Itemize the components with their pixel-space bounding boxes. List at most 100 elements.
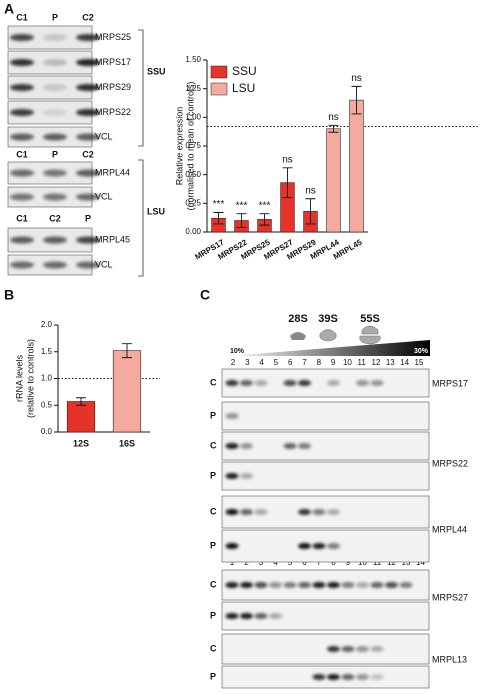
y-tick-label: 1.00 — [185, 112, 201, 121]
blot — [221, 461, 430, 491]
x-tick-label: 16S — [119, 438, 135, 448]
blot-band — [76, 84, 100, 91]
blot-band — [240, 613, 253, 619]
blot-band — [43, 109, 67, 116]
blot-band — [76, 109, 100, 116]
blot-band — [43, 169, 67, 177]
blot-band — [298, 509, 311, 515]
blot-band — [327, 380, 340, 386]
lane-label: C2 — [49, 213, 61, 223]
blot-band — [312, 582, 326, 588]
fraction-number: 6 — [288, 358, 293, 367]
fraction-type-label: P — [210, 671, 216, 681]
blot-band — [10, 193, 34, 201]
blot-band — [43, 193, 67, 201]
ribosome-icon — [319, 329, 337, 342]
group-label: LSU — [147, 206, 165, 216]
blot-label: MRPS22 — [95, 107, 131, 117]
fraction-number: 5 — [274, 358, 279, 367]
blot-band — [225, 543, 239, 549]
fraction-type-label: C — [210, 506, 217, 516]
blot-band — [76, 261, 100, 269]
blot-label: MRPL44 — [432, 524, 467, 534]
bracket — [138, 29, 144, 147]
bar — [349, 99, 364, 233]
fraction-number: 2 — [231, 358, 236, 367]
fraction-number: 8 — [331, 558, 336, 567]
fraction-number: 13 — [402, 558, 411, 567]
fraction-number: 12 — [387, 558, 396, 567]
blot-band — [10, 34, 34, 41]
blot-band — [76, 169, 100, 177]
blot-band — [327, 646, 340, 652]
blot-band — [240, 582, 253, 588]
ribosome-icon — [359, 325, 381, 345]
error-bar — [328, 124, 339, 133]
fraction-number: 3 — [245, 358, 250, 367]
fraction-type-label: C — [210, 643, 217, 653]
blot-label: MRPL45 — [95, 234, 130, 244]
blot-band — [10, 59, 34, 66]
blot-band — [312, 509, 326, 515]
significance-label: *** — [213, 199, 225, 210]
blot-label: MRPL13 — [432, 654, 467, 664]
legend-swatch — [210, 65, 228, 79]
blot-label: MRPS27 — [432, 592, 468, 602]
error-bar — [236, 213, 247, 228]
lane-label: C2 — [82, 12, 94, 22]
blot-band — [10, 84, 34, 91]
fraction-number: 1 — [230, 558, 235, 567]
blot-band — [43, 84, 67, 91]
fraction-number: 9 — [346, 558, 351, 567]
lane-label: C1 — [16, 149, 28, 159]
significance-label: ns — [351, 73, 362, 84]
significance-label: ns — [282, 154, 293, 165]
y-tick-label: 2.0 — [41, 320, 53, 329]
fraction-number: 8 — [317, 358, 322, 367]
y-tick-label: 0.5 — [41, 400, 53, 409]
blot-band — [240, 509, 253, 515]
fraction-number: 15 — [414, 358, 423, 367]
blot-band — [356, 380, 369, 386]
fraction-type-label: P — [210, 610, 216, 620]
blot-band — [10, 261, 34, 269]
bar — [66, 401, 96, 433]
blot-label: MRPS22 — [432, 458, 468, 468]
blot-band — [298, 443, 311, 449]
blot-band — [76, 59, 100, 66]
blot-band — [298, 380, 311, 386]
blot-label: MRPL44 — [95, 167, 130, 177]
lane-label: P — [85, 213, 91, 223]
blot-band — [298, 543, 311, 549]
blot-band — [327, 674, 340, 680]
group-label: SSU — [147, 66, 166, 76]
fraction-number: 4 — [259, 358, 264, 367]
fraction-number: 6 — [302, 558, 307, 567]
blot-band — [283, 380, 297, 386]
fraction-type-label: C — [210, 579, 217, 589]
y-tick-label: 0.75 — [185, 141, 201, 150]
blot-band — [356, 582, 369, 588]
fraction-number: 14 — [416, 558, 425, 567]
error-bar — [305, 198, 316, 225]
fraction-type-label: P — [210, 540, 216, 550]
lane-label: P — [52, 149, 58, 159]
y-tick-label: 1.5 — [41, 347, 53, 356]
blot-band — [298, 582, 311, 588]
blot-band — [10, 236, 34, 244]
fraction-number: 7 — [302, 358, 307, 367]
blot-band — [341, 646, 355, 652]
fraction-type-label: P — [210, 410, 216, 420]
fraction-number: 3 — [259, 558, 264, 567]
blot — [221, 368, 430, 398]
blot-band — [43, 261, 67, 269]
y-tick-label: 0.50 — [185, 170, 201, 179]
blot-band — [10, 169, 34, 177]
blot-band — [283, 443, 297, 449]
error-bar — [122, 343, 132, 359]
blot-band — [43, 34, 67, 41]
blot-band — [254, 509, 268, 515]
blot-band — [254, 613, 268, 619]
sedimentation-marker: 39S — [318, 313, 338, 325]
y-tick-label: 1.50 — [185, 55, 201, 64]
